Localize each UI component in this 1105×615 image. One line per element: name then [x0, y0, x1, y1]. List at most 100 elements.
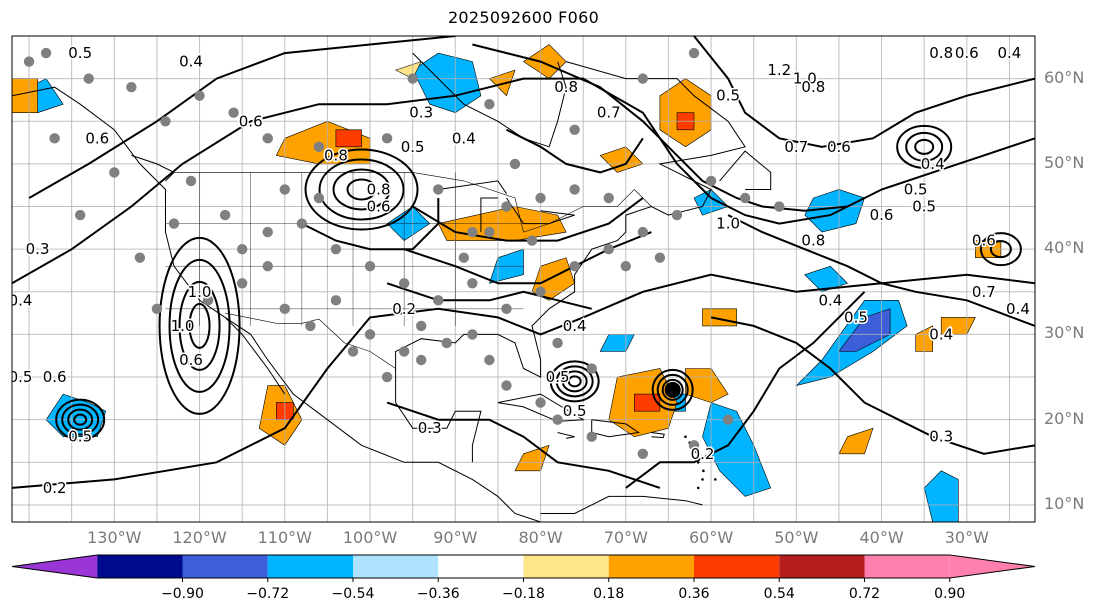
- station-dot: [552, 414, 563, 425]
- station-dot: [236, 243, 248, 255]
- station-dot: [313, 192, 325, 204]
- station-dot: [416, 354, 427, 366]
- contour-label: 0.5: [68, 44, 92, 62]
- station-dot: [458, 252, 470, 263]
- lon-label: 80°W: [518, 528, 563, 547]
- contour-label: 0.2: [392, 300, 416, 318]
- station-dot: [40, 47, 52, 59]
- map-title: 2025092600 F060: [447, 8, 600, 27]
- colorbar-segment: [182, 555, 268, 578]
- station-dot: [398, 278, 410, 289]
- station-dot: [381, 371, 393, 383]
- coastlines: [12, 52, 772, 522]
- colorbar-tick-label: 0.54: [763, 586, 795, 602]
- station-dot: [688, 440, 700, 451]
- station-dot: [185, 175, 197, 187]
- contour-label: 0.8: [554, 78, 578, 96]
- station-dot: [279, 303, 290, 315]
- station-dot: [219, 209, 231, 221]
- contour-label: 0.6: [239, 112, 263, 130]
- lat-label: 10°N: [1044, 493, 1085, 513]
- colorbar-tick-label: 0.90: [934, 586, 966, 602]
- colorbar: [11, 554, 1036, 582]
- station-dot: [228, 107, 239, 118]
- contour-label: 0.4: [563, 317, 587, 335]
- station-dot: [774, 201, 785, 212]
- map-frame: [11, 35, 1036, 523]
- station-dot: [236, 278, 248, 289]
- station-dot: [347, 346, 359, 357]
- contour-label: 0.6: [179, 351, 203, 369]
- contour-label: 0.7: [597, 104, 621, 122]
- colorbar-extension-high: [949, 555, 1035, 578]
- station-dot: [603, 243, 614, 255]
- colorbar-tick-label: 0.36: [678, 586, 710, 602]
- station-dot: [398, 346, 410, 357]
- station-dot: [501, 380, 512, 391]
- lat-label: 20°N: [1044, 408, 1085, 428]
- lon-label: 70°W: [603, 528, 648, 547]
- station-dot: [416, 320, 427, 332]
- station-dot: [262, 261, 273, 272]
- lon-label: 120°W: [172, 528, 227, 547]
- contour-label: 0.8: [801, 78, 825, 96]
- station-dot: [535, 192, 546, 204]
- contour-label: 0.4: [997, 44, 1021, 62]
- contour-label: 0.5: [546, 368, 570, 386]
- station-dot: [160, 116, 171, 127]
- station-dot: [467, 226, 478, 238]
- anomaly-shading: [12, 44, 1002, 522]
- contour-label: 1.0: [171, 317, 195, 335]
- contour-label: 0.8: [324, 146, 348, 164]
- station-dot: [535, 286, 546, 297]
- station-dot: [433, 184, 444, 195]
- station-dot: [433, 295, 444, 306]
- lon-label: 130°W: [87, 528, 142, 547]
- station-dot: [739, 192, 751, 204]
- contour-label: 0.4: [9, 291, 33, 309]
- contour-label: 0.3: [418, 419, 442, 437]
- contour-label: 0.3: [26, 240, 50, 258]
- contour-label: 0.7: [784, 138, 808, 156]
- contour-label: 0.5: [401, 138, 425, 156]
- station-dot: [49, 133, 60, 144]
- contour-label: 0.2: [43, 479, 67, 497]
- contour-label: 0.4: [929, 325, 953, 343]
- station-dot: [467, 329, 478, 340]
- station-dot: [364, 261, 376, 272]
- station-dot: [501, 303, 512, 315]
- contour-label: 0.5: [844, 308, 868, 326]
- colorbar-tick-label: −0.36: [416, 586, 460, 602]
- colorbar-segment: [694, 555, 780, 578]
- station-dot: [168, 218, 180, 229]
- station-dot: [23, 56, 35, 67]
- contour-lines: [12, 36, 1035, 489]
- station-dot: [330, 243, 342, 255]
- station-dot: [126, 81, 137, 93]
- station-dot: [381, 133, 393, 144]
- contour-label: 0.3: [409, 104, 433, 122]
- lat-label: 60°N: [1044, 67, 1085, 87]
- station-dot: [637, 448, 649, 459]
- station-dot: [688, 47, 700, 59]
- lon-label: 30°W: [944, 528, 989, 547]
- station-dot: [569, 124, 580, 135]
- station-dot: [151, 303, 163, 315]
- station-dot: [501, 201, 512, 212]
- contour-label: 0.5: [68, 428, 92, 446]
- station-dot: [569, 261, 580, 272]
- station-dot: [509, 158, 521, 170]
- station-dot: [83, 73, 94, 84]
- station-dot: [109, 167, 120, 178]
- station-dot: [194, 90, 205, 101]
- colorbar-extension-low: [12, 555, 98, 578]
- station-dot: [305, 320, 316, 332]
- contour-label: 0.6: [827, 138, 851, 156]
- colorbar-segment: [267, 555, 353, 578]
- station-dot: [484, 99, 495, 110]
- colorbar-segment: [779, 555, 865, 578]
- station-dot: [722, 414, 734, 425]
- station-dot: [262, 226, 273, 238]
- contour-label: 0.8: [367, 180, 391, 198]
- colorbar-outline: [11, 554, 1036, 579]
